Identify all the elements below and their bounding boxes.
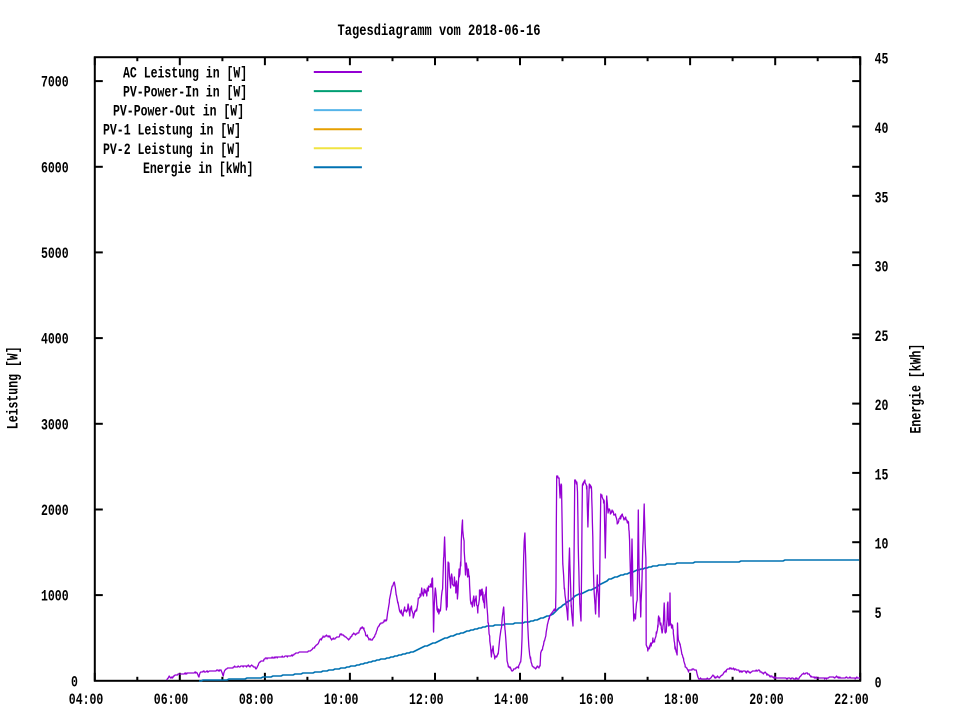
svg-text:5: 5 [875,605,882,623]
svg-text:Energie [kWh]: Energie [kWh] [908,344,926,434]
svg-text:30: 30 [875,259,889,277]
svg-text:20:00: 20:00 [749,691,784,709]
svg-text:14:00: 14:00 [494,691,529,709]
svg-text:16:00: 16:00 [579,691,614,709]
svg-text:Tagesdiagramm vom 2018-06-16: Tagesdiagramm vom 2018-06-16 [338,22,541,40]
svg-text:6000: 6000 [41,159,69,177]
svg-text:15: 15 [875,466,889,484]
svg-text:PV-Power-Out in [W]: PV-Power-Out in [W] [113,103,244,121]
svg-text:Energie in [kWh]: Energie in [kWh] [143,160,253,178]
svg-text:20: 20 [875,397,889,415]
svg-text:0: 0 [875,674,882,692]
svg-text:08:00: 08:00 [239,691,274,709]
svg-text:18:00: 18:00 [664,691,699,709]
svg-text:5000: 5000 [41,245,69,263]
svg-text:22:00: 22:00 [834,691,869,709]
svg-text:Leistung [W]: Leistung [W] [5,346,23,429]
svg-text:AC Leistung in [W]: AC Leistung in [W] [123,65,247,83]
svg-text:35: 35 [875,189,889,207]
svg-text:10:00: 10:00 [324,691,359,709]
svg-text:1000: 1000 [41,588,69,606]
svg-text:10: 10 [875,536,889,554]
svg-text:06:00: 06:00 [154,691,189,709]
svg-text:25: 25 [875,328,889,346]
svg-text:0: 0 [71,673,78,691]
svg-text:7000: 7000 [41,74,69,92]
svg-text:45: 45 [875,51,889,69]
svg-text:PV-Power-In in [W]: PV-Power-In in [W] [123,84,247,102]
svg-text:PV-2 Leistung in [W]: PV-2 Leistung in [W] [103,141,241,159]
svg-text:3000: 3000 [41,416,69,434]
svg-text:PV-1 Leistung in [W]: PV-1 Leistung in [W] [103,122,241,140]
svg-text:04:00: 04:00 [69,691,104,709]
svg-text:2000: 2000 [41,502,69,520]
svg-text:12:00: 12:00 [409,691,444,709]
svg-text:40: 40 [875,120,889,138]
svg-text:4000: 4000 [41,331,69,349]
